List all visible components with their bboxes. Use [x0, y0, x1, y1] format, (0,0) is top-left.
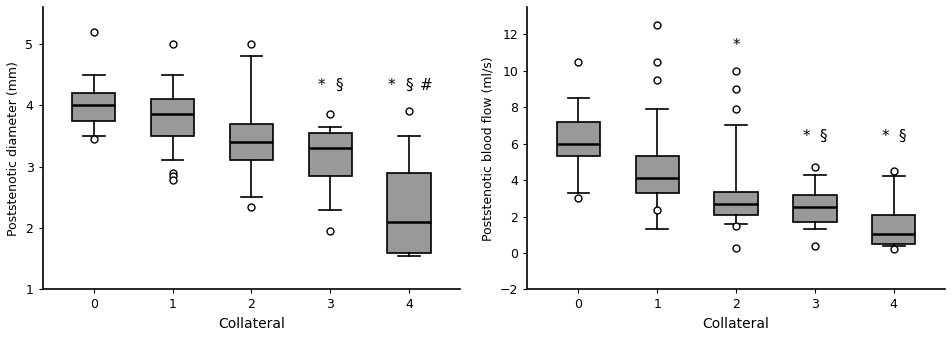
Text: §: §	[406, 78, 413, 93]
PathPatch shape	[714, 192, 758, 215]
Text: #: #	[420, 78, 433, 93]
Text: *: *	[388, 78, 396, 93]
PathPatch shape	[387, 173, 431, 252]
PathPatch shape	[557, 122, 600, 156]
PathPatch shape	[308, 133, 352, 176]
Text: §: §	[899, 129, 906, 144]
PathPatch shape	[229, 124, 273, 161]
Text: §: §	[820, 129, 827, 144]
Y-axis label: Poststenotic diameter (mm): Poststenotic diameter (mm)	[7, 61, 20, 236]
PathPatch shape	[72, 93, 115, 121]
Text: §: §	[335, 78, 343, 93]
Text: *: *	[882, 129, 889, 144]
PathPatch shape	[793, 195, 837, 222]
Text: *: *	[318, 78, 326, 93]
PathPatch shape	[636, 156, 679, 193]
Text: *: *	[803, 129, 810, 144]
X-axis label: Collateral: Collateral	[218, 317, 285, 331]
PathPatch shape	[872, 215, 916, 244]
Y-axis label: Poststenotic blood flow (ml/s): Poststenotic blood flow (ml/s)	[481, 56, 494, 241]
PathPatch shape	[151, 99, 194, 136]
Text: *: *	[732, 38, 740, 52]
X-axis label: Collateral: Collateral	[703, 317, 769, 331]
